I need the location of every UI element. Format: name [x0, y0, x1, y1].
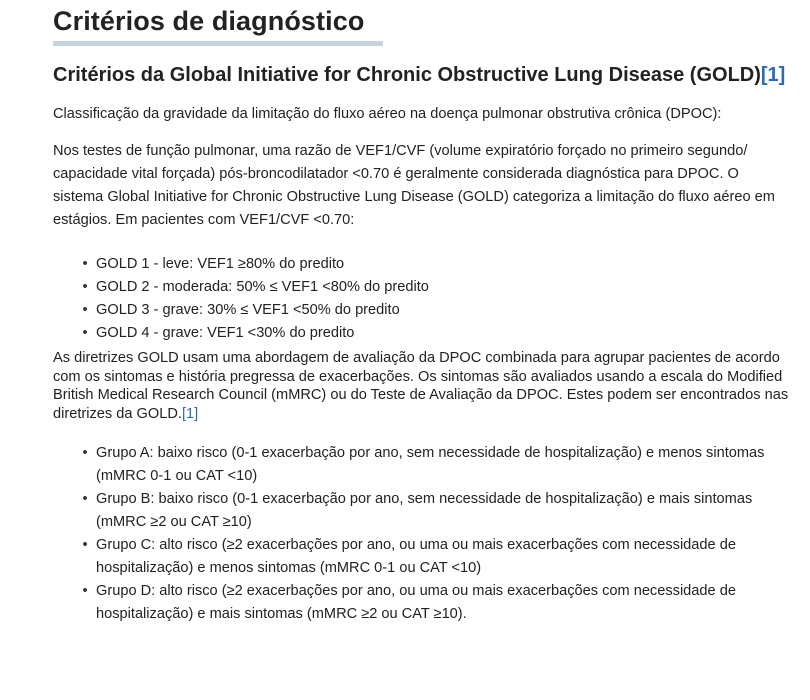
list-item-text: Grupo C: alto risco (≥2 exacerbações por…: [96, 537, 736, 576]
page-title: Critérios de diagnóstico: [53, 6, 365, 36]
groups-paragraph-text: As diretrizes GOLD usam uma abordagem de…: [53, 350, 789, 422]
reference-link-2[interactable]: [1]: [181, 405, 199, 422]
list-item-text: Grupo D: alto risco (≥2 exacerbações por…: [96, 583, 736, 622]
gold-stage-list: • GOLD 1 - leve: VEF1 ≥80% do predito • GO…: [53, 253, 792, 345]
list-item: • Grupo C: alto risco (≥2 exacerbações po…: [82, 534, 792, 580]
section-heading: Critérios da Global Initiative for Chron…: [53, 62, 792, 89]
bullet-icon: •: [82, 491, 88, 507]
list-item-text: Grupo B: baixo risco (0-1 exacerbação po…: [96, 491, 753, 530]
bullet-icon: •: [82, 583, 88, 599]
bullet-icon: •: [82, 325, 88, 341]
list-item-text: GOLD 3 - grave: 30% ≤ VEF1 <50% do predi…: [96, 302, 400, 318]
list-item: • Grupo A: baixo risco (0-1 exacerbação p…: [82, 442, 792, 488]
section-heading-text: Critérios da Global Initiative for Chron…: [53, 64, 761, 86]
bullet-icon: •: [82, 256, 88, 272]
list-item-text: GOLD 1 - leve: VEF1 ≥80% do predito: [96, 256, 345, 272]
bullet-icon: •: [82, 445, 88, 461]
list-item-text: GOLD 4 - grave: VEF1 <30% do predito: [96, 325, 355, 341]
gold-group-list: • Grupo A: baixo risco (0-1 exacerbação p…: [53, 442, 792, 626]
list-item: • GOLD 3 - grave: 30% ≤ VEF1 <50% do pred…: [82, 299, 792, 322]
list-item: • GOLD 2 - moderada: 50% ≤ VEF1 <80% do p…: [82, 276, 792, 299]
reference-link-1[interactable]: [1]: [760, 64, 786, 86]
list-item: • GOLD 4 - grave: VEF1 <30% do predito: [82, 322, 792, 345]
bullet-icon: •: [82, 279, 88, 295]
intro-paragraph: Classificação da gravidade da limitação …: [53, 106, 722, 122]
list-item: • Grupo D: alto risco (≥2 exacerbações po…: [82, 580, 792, 626]
spirometry-paragraph: Nos testes de função pulmonar, uma razão…: [53, 143, 775, 228]
list-item-text: GOLD 2 - moderada: 50% ≤ VEF1 <80% do pr…: [96, 279, 429, 295]
list-item: • GOLD 1 - leve: VEF1 ≥80% do predito: [82, 253, 792, 276]
groups-paragraph: As diretrizes GOLD usam uma abordagem de…: [53, 349, 792, 423]
title-underline: [53, 41, 383, 46]
list-item: • Grupo B: baixo risco (0-1 exacerbação p…: [82, 488, 792, 534]
bullet-icon: •: [82, 537, 88, 553]
bullet-icon: •: [82, 302, 88, 318]
list-item-text: Grupo A: baixo risco (0-1 exacerbação po…: [96, 445, 765, 484]
